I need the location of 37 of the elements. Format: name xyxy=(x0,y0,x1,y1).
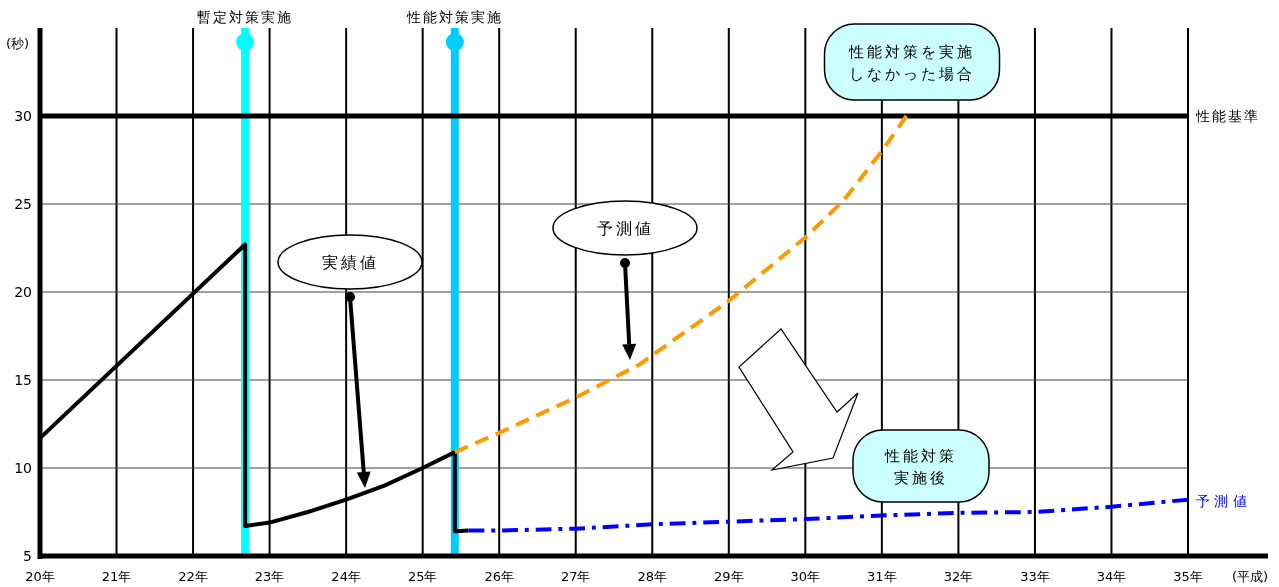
y-tick-label: 30 xyxy=(14,108,32,124)
annotation: 性能対策実施後 xyxy=(852,429,990,503)
x-tick-label: 28年 xyxy=(637,569,668,584)
x-axis-title: (平成) xyxy=(1231,569,1269,584)
x-tick-label: 22年 xyxy=(178,569,208,584)
y-axis-title: (秒) xyxy=(6,36,30,51)
ref-line-label: 性能対策実施 xyxy=(405,9,503,25)
annotation: 性能対策を実施しなかった場合 xyxy=(823,23,1001,101)
y-tick-label: 10 xyxy=(14,460,32,476)
annotation: 実績値 xyxy=(321,253,379,272)
annotation: 予測値 xyxy=(552,200,698,360)
x-tick-label: 31年 xyxy=(867,569,897,584)
x-tick-label: 30年 xyxy=(790,569,821,584)
y-tick-label: 20 xyxy=(14,284,32,300)
annotation: 性能対策実施後 xyxy=(884,447,957,487)
series-label: 予 測 値 xyxy=(1196,492,1247,509)
y-tick-label: 25 xyxy=(14,196,32,212)
annotation: 性能対策を実施しなかった場合 xyxy=(848,43,975,83)
x-tick-label: 33年 xyxy=(1020,569,1050,584)
x-tick-label: 32年 xyxy=(943,569,974,584)
x-tick-label: 23年 xyxy=(254,569,285,584)
annotation: 実績値 xyxy=(277,234,423,488)
x-tick-label: 29年 xyxy=(714,569,744,584)
x-tick-label: 34年 xyxy=(1096,569,1127,584)
x-tick-label: 26年 xyxy=(484,569,514,584)
x-tick-label: 24年 xyxy=(331,569,361,584)
annotation: 予測値 xyxy=(596,219,654,238)
y-tick-label: 5 xyxy=(23,548,32,564)
ref-line-label: 暫定対策実施 xyxy=(197,9,294,25)
x-tick-label: 21年 xyxy=(101,569,132,584)
line-series xyxy=(466,497,1190,533)
x-tick-label: 27年 xyxy=(560,569,591,584)
x-tick-label: 20年 xyxy=(25,569,55,584)
ref-line-label: 性能基準 xyxy=(1195,108,1260,124)
x-tick-label: 25年 xyxy=(407,569,438,584)
x-tick-label: 35年 xyxy=(1173,569,1203,584)
y-tick-label: 15 xyxy=(14,372,32,388)
